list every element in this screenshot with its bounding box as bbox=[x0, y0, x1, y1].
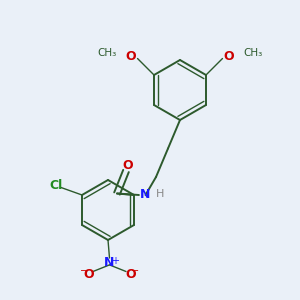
Text: H: H bbox=[156, 189, 164, 199]
Text: O: O bbox=[122, 159, 133, 172]
Text: −: − bbox=[130, 266, 139, 276]
Text: Cl: Cl bbox=[49, 178, 62, 192]
Text: O: O bbox=[125, 268, 136, 281]
Text: N: N bbox=[104, 256, 115, 269]
Text: +: + bbox=[111, 256, 119, 266]
Text: CH₃: CH₃ bbox=[243, 48, 262, 58]
Text: N: N bbox=[140, 188, 151, 202]
Text: O: O bbox=[224, 50, 234, 63]
Text: CH₃: CH₃ bbox=[98, 48, 117, 58]
Text: O: O bbox=[83, 268, 94, 281]
Text: O: O bbox=[126, 50, 136, 63]
Text: −: − bbox=[80, 266, 88, 276]
